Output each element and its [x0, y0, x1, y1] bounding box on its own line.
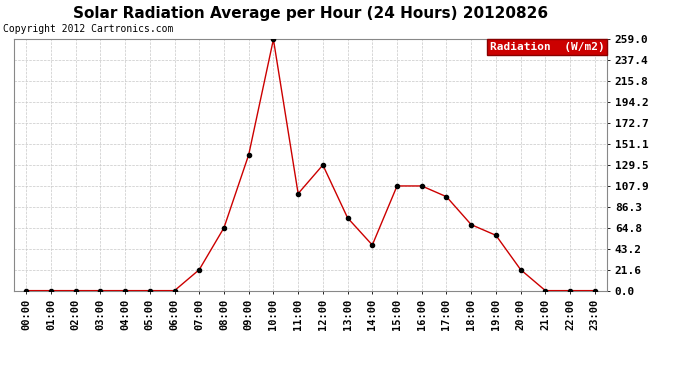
- Text: Copyright 2012 Cartronics.com: Copyright 2012 Cartronics.com: [3, 24, 174, 34]
- Text: Solar Radiation Average per Hour (24 Hours) 20120826: Solar Radiation Average per Hour (24 Hou…: [73, 6, 548, 21]
- Text: Radiation  (W/m2): Radiation (W/m2): [490, 42, 604, 52]
